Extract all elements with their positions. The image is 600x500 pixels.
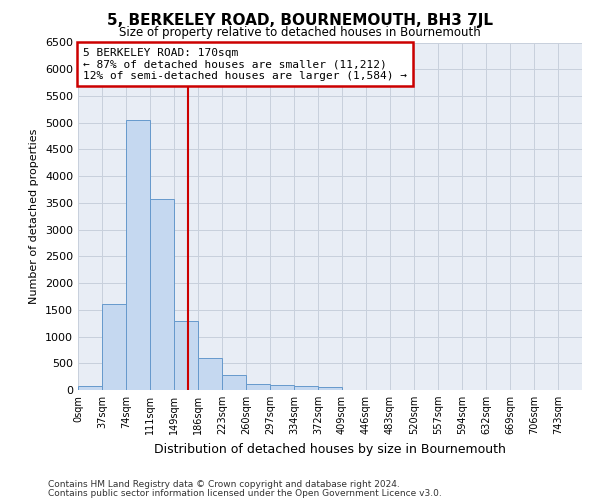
- Bar: [174, 320, 198, 390]
- Text: Contains public sector information licensed under the Open Government Licence v3: Contains public sector information licen…: [48, 488, 442, 498]
- Bar: [150, 198, 174, 390]
- Text: 5, BERKELEY ROAD, BOURNEMOUTH, BH3 7JL: 5, BERKELEY ROAD, BOURNEMOUTH, BH3 7JL: [107, 12, 493, 28]
- Bar: [78, 386, 102, 390]
- Bar: [270, 384, 294, 390]
- Bar: [222, 375, 246, 390]
- Text: Size of property relative to detached houses in Bournemouth: Size of property relative to detached ho…: [119, 26, 481, 39]
- Bar: [294, 386, 318, 390]
- Bar: [318, 388, 342, 390]
- Bar: [198, 358, 222, 390]
- Bar: [246, 384, 270, 390]
- X-axis label: Distribution of detached houses by size in Bournemouth: Distribution of detached houses by size …: [154, 442, 506, 456]
- Y-axis label: Number of detached properties: Number of detached properties: [29, 128, 40, 304]
- Bar: [102, 304, 126, 390]
- Text: 5 BERKELEY ROAD: 170sqm
← 87% of detached houses are smaller (11,212)
12% of sem: 5 BERKELEY ROAD: 170sqm ← 87% of detache…: [83, 48, 407, 81]
- Text: Contains HM Land Registry data © Crown copyright and database right 2024.: Contains HM Land Registry data © Crown c…: [48, 480, 400, 489]
- Bar: [126, 120, 150, 390]
